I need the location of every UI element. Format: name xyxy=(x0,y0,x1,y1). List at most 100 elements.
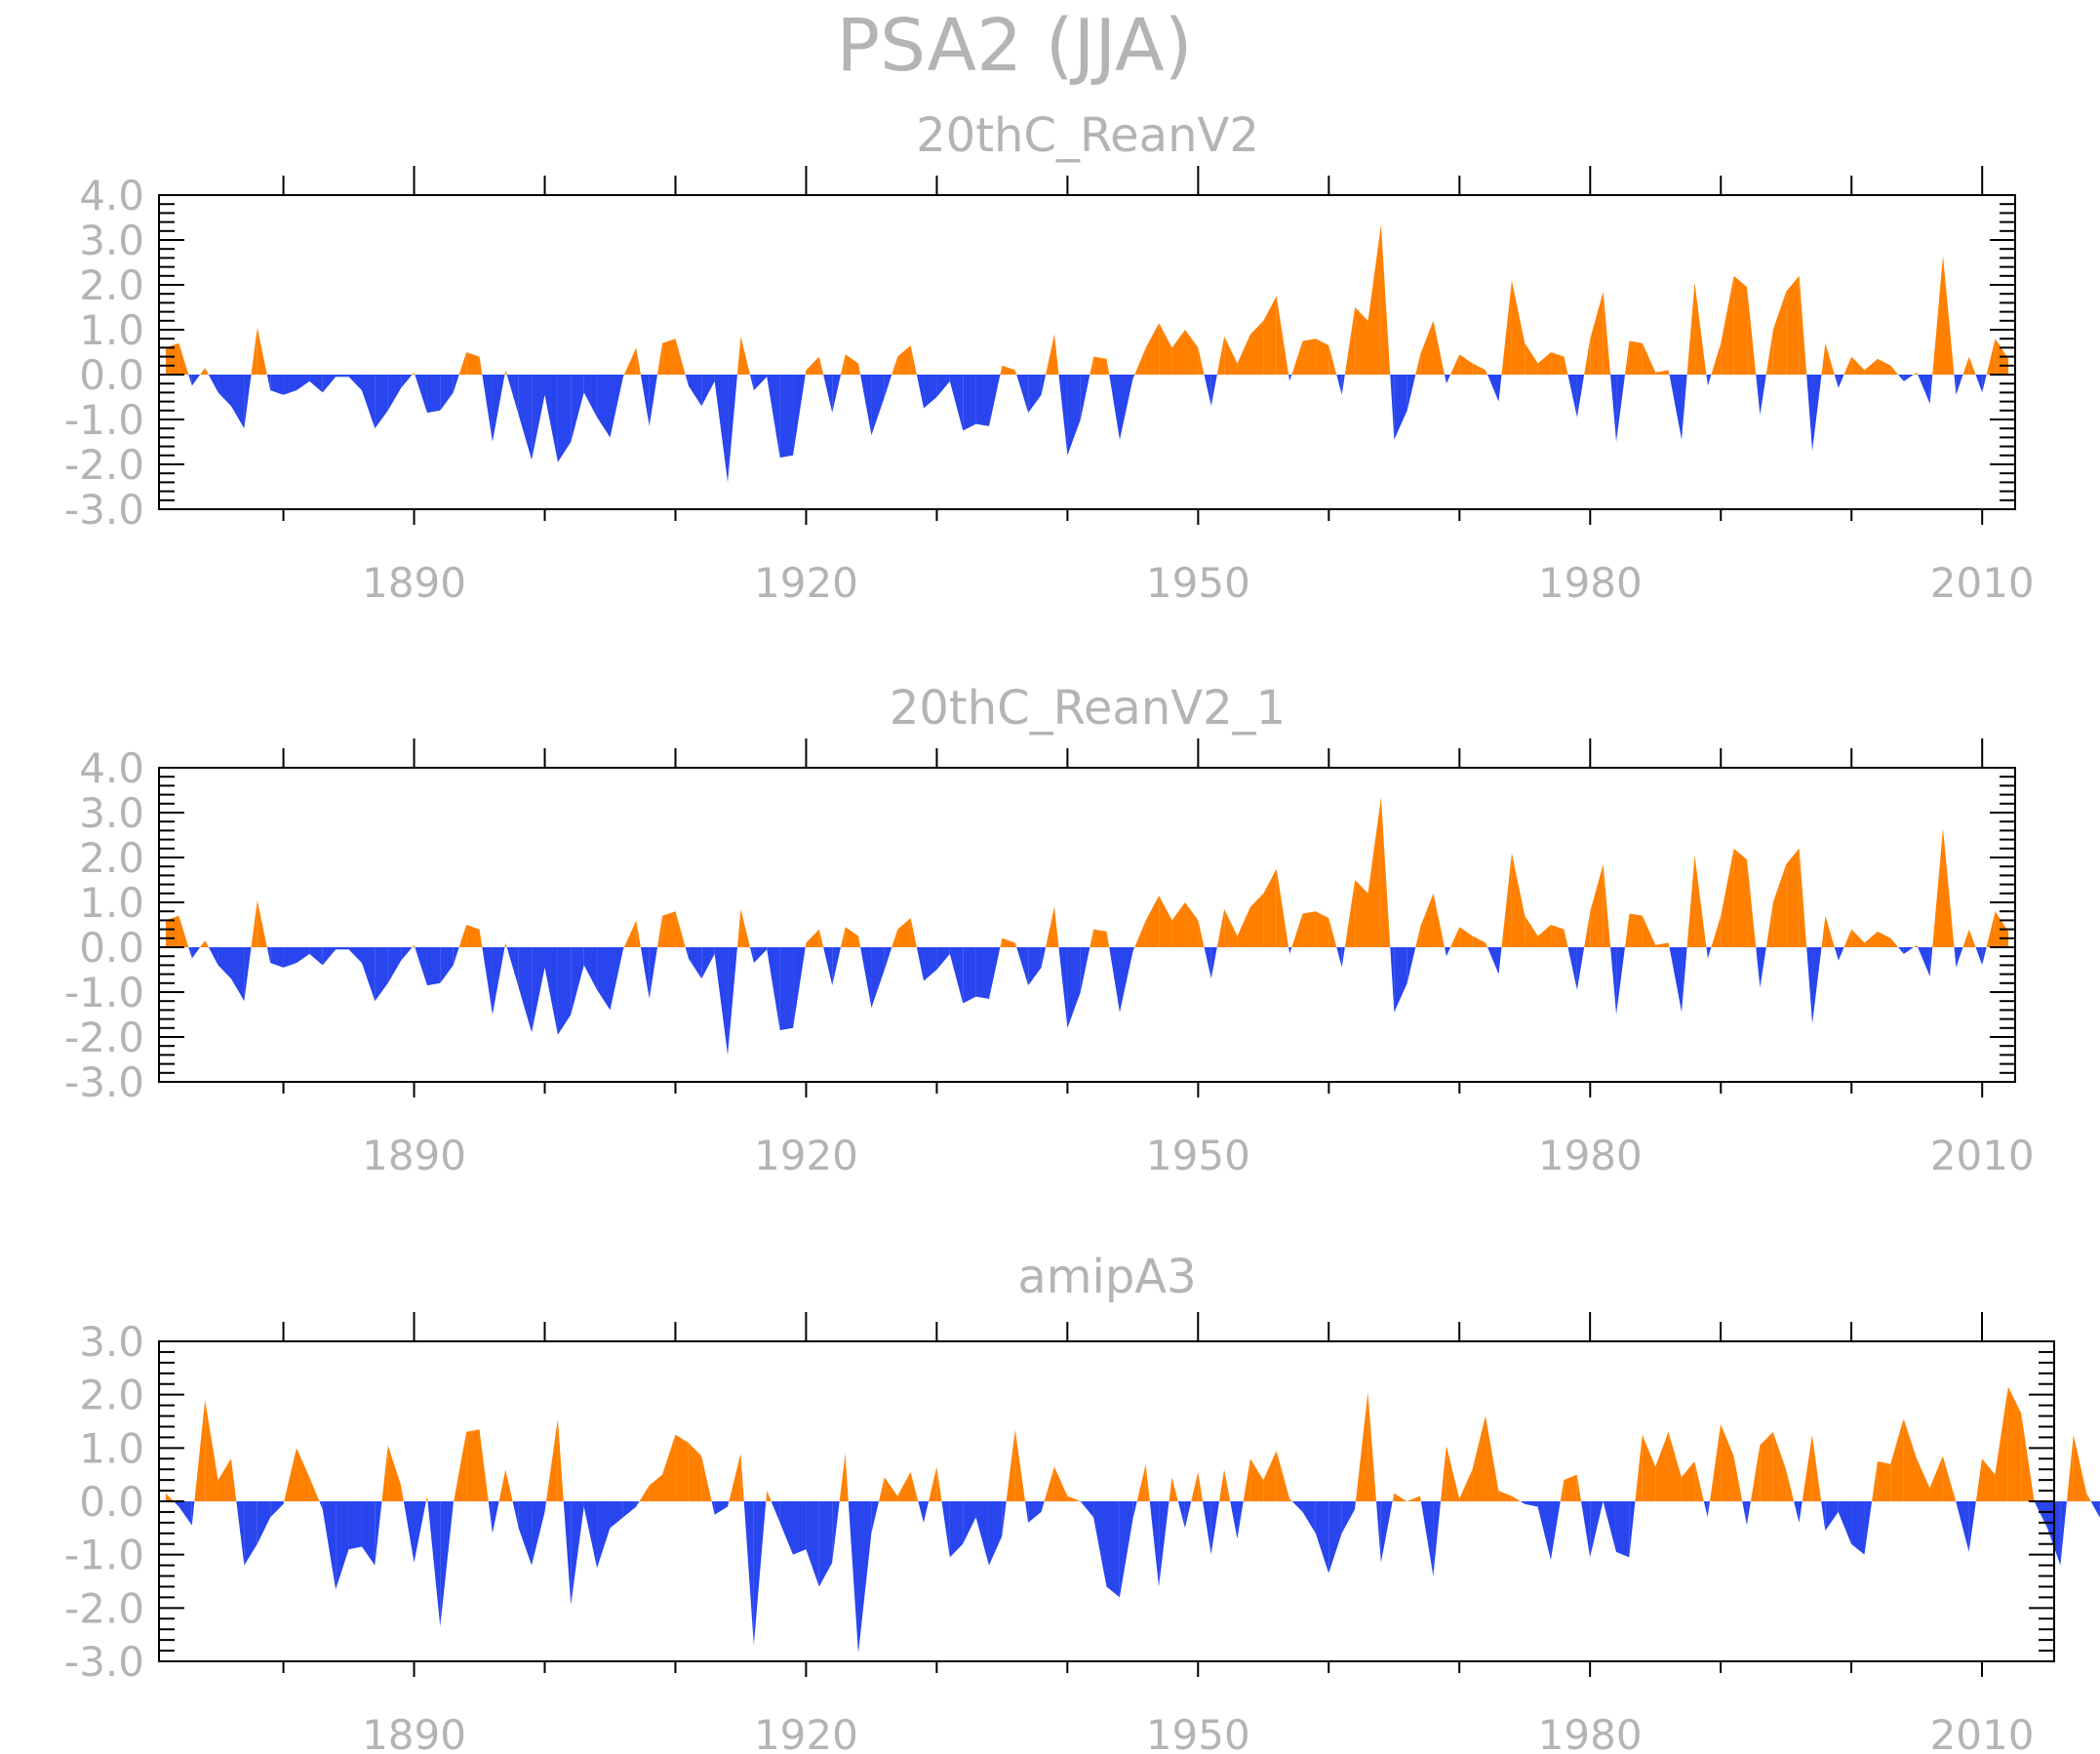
negative-area xyxy=(1375,1501,1381,1563)
positive-area xyxy=(557,1418,564,1501)
negative-area xyxy=(401,947,413,961)
positive-area xyxy=(1995,1386,2008,1501)
negative-area xyxy=(387,947,402,983)
negative-area xyxy=(884,947,892,970)
negative-area xyxy=(1898,947,1904,954)
positive-area xyxy=(1002,365,1015,375)
positive-area xyxy=(166,915,179,947)
positive-area xyxy=(1655,1431,1669,1501)
positive-area xyxy=(1224,336,1238,375)
negative-area xyxy=(309,375,323,393)
x-tick-label: 1920 xyxy=(754,1711,858,1754)
negative-area xyxy=(283,947,297,968)
negative-area xyxy=(1315,1501,1329,1574)
negative-area xyxy=(1806,947,1813,1024)
negative-area xyxy=(403,1501,415,1563)
positive-area xyxy=(479,356,483,375)
negative-area xyxy=(1041,1501,1045,1512)
positive-area xyxy=(1380,223,1391,375)
positive-area xyxy=(1367,1391,1376,1501)
y-tick-label: 4.0 xyxy=(79,744,144,792)
negative-area xyxy=(1525,1501,1538,1507)
y-tick-label: 1.0 xyxy=(79,879,144,927)
negative-area xyxy=(230,375,245,429)
x-tick-label: 1920 xyxy=(754,1132,858,1179)
negative-area xyxy=(453,375,459,393)
positive-area xyxy=(1486,942,1488,947)
positive-area xyxy=(414,372,416,375)
negative-area xyxy=(1838,947,1844,961)
x-tick-label: 1890 xyxy=(362,559,466,607)
negative-area xyxy=(1119,375,1133,440)
panel-amipa3: amipA3 3.0 2.0 1.0 0.0 -1.0 -2.0 -3.0 1890 1920 1… xyxy=(64,1250,2100,1754)
negative-area xyxy=(1002,1501,1007,1536)
negative-area xyxy=(1821,1501,1826,1532)
positive-area xyxy=(1564,929,1568,947)
negative-area xyxy=(583,1501,598,1569)
negative-area xyxy=(1603,1501,1616,1552)
positive-area xyxy=(505,370,507,375)
positive-area xyxy=(205,1400,218,1501)
negative-area xyxy=(208,947,218,966)
negative-area xyxy=(532,947,545,1033)
y-tick-label: -2.0 xyxy=(64,441,144,489)
negative-area xyxy=(1581,1501,1591,1558)
negative-area xyxy=(236,1501,245,1566)
negative-area xyxy=(743,1501,754,1646)
positive-area xyxy=(498,1469,506,1501)
positive-area xyxy=(1501,280,1512,375)
negative-area xyxy=(649,947,658,999)
negative-area xyxy=(401,375,413,388)
positive-area xyxy=(200,940,206,947)
x-tick-label: 1950 xyxy=(1146,1711,1250,1754)
negative-area xyxy=(244,947,252,1002)
negative-area xyxy=(1109,947,1120,1013)
x-tick-label: 2010 xyxy=(1930,559,2035,607)
positive-area xyxy=(178,342,189,375)
negative-area xyxy=(266,947,271,964)
negative-area xyxy=(1487,947,1499,975)
negative-area xyxy=(1446,375,1451,384)
positive-area xyxy=(1014,942,1017,947)
negative-area xyxy=(270,1501,284,1518)
negative-area xyxy=(1756,375,1761,416)
negative-area xyxy=(871,375,885,436)
negative-area xyxy=(1355,1501,1356,1510)
positive-area xyxy=(1420,1495,1421,1501)
y-tick-label: 3.0 xyxy=(79,1318,144,1366)
positive-area xyxy=(200,368,206,375)
negative-area xyxy=(832,947,842,986)
positive-area xyxy=(1498,1491,1512,1501)
negative-area xyxy=(793,947,806,1028)
positive-area xyxy=(1145,323,1160,375)
positive-area xyxy=(1843,356,1852,375)
negative-area xyxy=(1864,1501,1873,1555)
positive-area xyxy=(284,1448,297,1501)
positive-area xyxy=(1635,1434,1643,1501)
positive-area xyxy=(1263,296,1277,375)
positive-area xyxy=(805,370,807,375)
negative-area xyxy=(1707,375,1712,386)
positive-area xyxy=(1000,365,1003,375)
positive-area xyxy=(1825,915,1835,947)
negative-area xyxy=(1498,947,1502,975)
negative-area xyxy=(793,1501,807,1555)
positive-area xyxy=(1943,256,1955,375)
negative-area xyxy=(1806,375,1813,452)
negative-area xyxy=(387,375,402,411)
negative-area xyxy=(1291,1501,1303,1512)
negative-area xyxy=(506,375,519,416)
negative-area xyxy=(1616,375,1626,442)
positive-area xyxy=(1786,275,1800,375)
positive-area xyxy=(858,936,861,947)
positive-area xyxy=(1249,1458,1264,1501)
negative-area xyxy=(1707,947,1712,959)
panel-title: 20thC_ReanV2 xyxy=(916,108,1259,163)
negative-area xyxy=(728,947,737,1056)
negative-area xyxy=(1760,947,1766,988)
negative-area xyxy=(218,375,231,407)
negative-area xyxy=(1159,1501,1169,1587)
positive-area xyxy=(675,339,686,375)
negative-area xyxy=(714,375,729,483)
negative-area xyxy=(936,375,950,397)
